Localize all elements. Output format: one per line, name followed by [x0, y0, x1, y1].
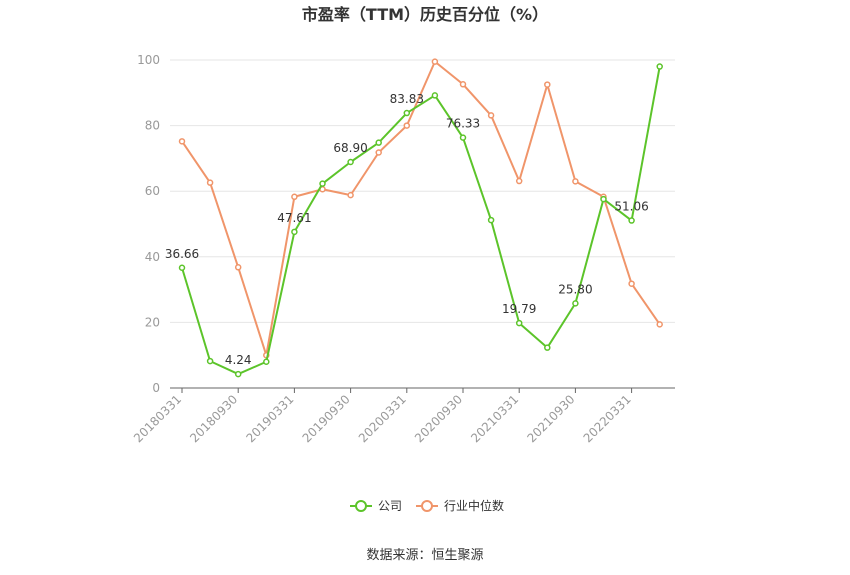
data-point — [572, 300, 579, 307]
y-tick-label: 40 — [145, 250, 160, 264]
chart-title: 市盈率（TTM）历史百分位（%） — [302, 5, 548, 24]
data-point — [431, 92, 439, 99]
x-tick-label: 20210331 — [468, 392, 521, 445]
x-tick-label: 20200930 — [412, 392, 465, 445]
data-point — [656, 63, 663, 70]
data-point — [459, 134, 467, 141]
data-point — [656, 321, 663, 328]
data-point — [600, 195, 607, 203]
data-label: 36.66 — [165, 247, 199, 261]
data-point — [347, 158, 354, 166]
data-point — [234, 264, 242, 271]
y-tick-label: 100 — [137, 53, 160, 67]
data-point — [347, 191, 354, 199]
series-line-company — [181, 66, 661, 376]
legend-swatch-marker — [421, 500, 433, 512]
x-tick-label: 20180331 — [131, 392, 184, 445]
data-label: 47.61 — [277, 211, 311, 225]
data-point — [544, 81, 551, 88]
y-tick-label: 0 — [152, 381, 160, 395]
axes: 0 20 40 60 80 100 20180331 20180930 20190331 2019… — [131, 53, 675, 445]
legend-item-company[interactable]: 公司 — [350, 499, 402, 513]
x-tick-label: 20210930 — [524, 392, 577, 445]
y-tick-label: 60 — [145, 184, 160, 198]
series-layer — [178, 58, 663, 378]
data-label: 68.90 — [333, 141, 367, 155]
data-point — [206, 357, 214, 365]
data-label: 25.80 — [558, 282, 592, 296]
x-tick-label: 20190331 — [243, 392, 296, 445]
legend-label: 行业中位数 — [444, 498, 504, 513]
legend-item-industry-median[interactable]: 行业中位数 — [416, 498, 504, 513]
x-tick-label: 20180930 — [187, 392, 240, 445]
data-labels: 36.66 4.24 47.61 68.90 83.83 76.33 19.79 25.80 5… — [165, 92, 649, 367]
data-point — [628, 280, 635, 287]
data-point — [403, 122, 411, 129]
data-point — [572, 178, 579, 185]
data-point — [628, 217, 635, 224]
y-tick-label: 20 — [145, 315, 160, 329]
data-label: 76.33 — [446, 117, 480, 131]
data-label: 19.79 — [502, 302, 536, 316]
data-label: 51.06 — [614, 200, 648, 214]
data-label: 83.83 — [390, 92, 424, 106]
data-point — [403, 109, 411, 117]
data-point — [487, 216, 495, 224]
y-tick-label: 80 — [145, 119, 160, 133]
x-tick-label: 20220331 — [581, 392, 634, 445]
legend[interactable]: 公司 行业中位数 — [350, 498, 504, 513]
data-point — [319, 180, 326, 187]
source-note: 数据来源：恒生聚源 — [366, 548, 483, 563]
data-point — [375, 149, 382, 156]
data-point — [178, 138, 186, 145]
data-point — [487, 112, 495, 119]
series-line-industry-median — [181, 60, 661, 357]
x-tick-label: 20190930 — [300, 392, 353, 445]
data-point — [375, 139, 382, 146]
data-point — [178, 264, 186, 272]
x-tick-label: 20200331 — [356, 392, 409, 445]
data-point — [544, 344, 551, 351]
data-label: 4.24 — [225, 353, 252, 367]
legend-swatch-marker — [355, 500, 367, 512]
data-point — [291, 193, 298, 201]
data-point — [515, 319, 523, 327]
data-point — [515, 177, 523, 185]
data-point — [234, 370, 242, 378]
data-point — [263, 358, 270, 366]
data-point — [459, 81, 467, 88]
legend-label: 公司 — [378, 499, 402, 513]
data-point — [431, 58, 439, 65]
grid-lines — [170, 59, 675, 323]
data-point — [291, 228, 298, 236]
data-point — [206, 179, 214, 186]
